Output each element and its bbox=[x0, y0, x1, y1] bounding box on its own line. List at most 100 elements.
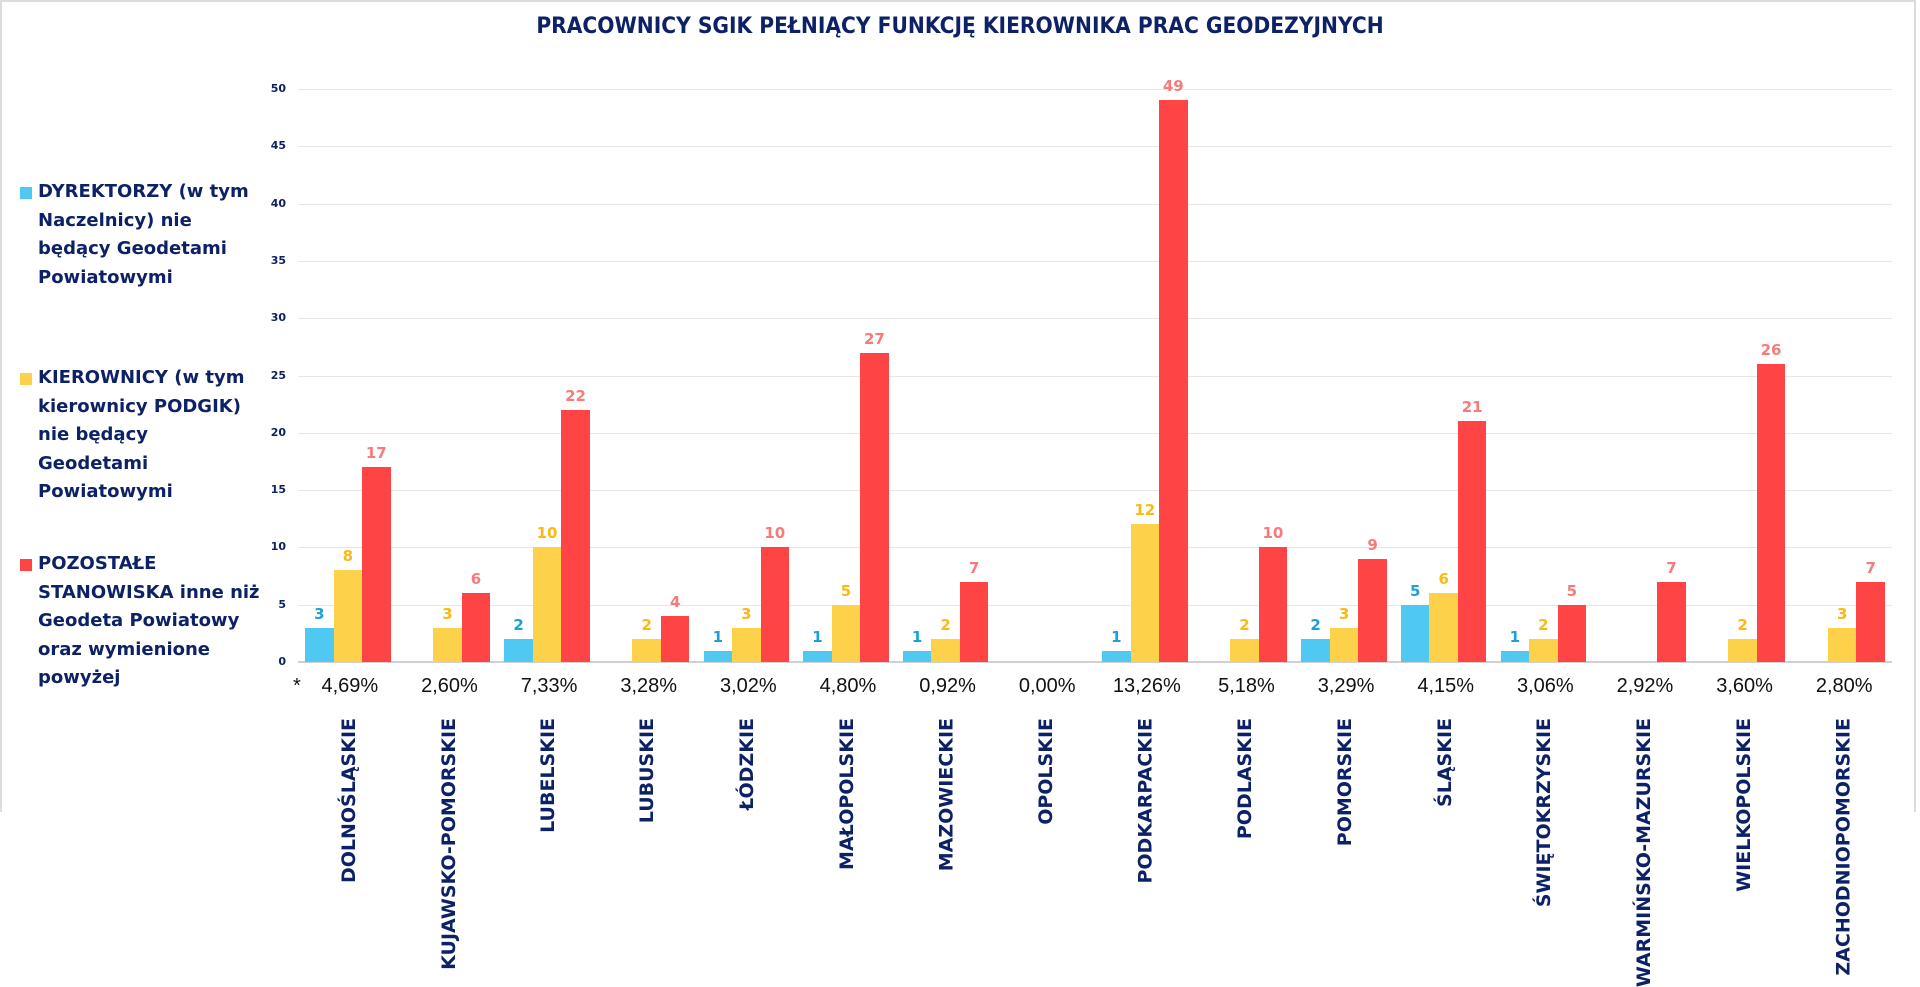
data-label-pozostale: 49 bbox=[1162, 77, 1184, 96]
bar-kierownicy bbox=[732, 627, 761, 662]
legend-swatch-yellow bbox=[20, 373, 32, 385]
bar-pozostale bbox=[959, 581, 989, 662]
data-label-kierownicy: 8 bbox=[342, 547, 354, 566]
chart-title: PRACOWNICY SGIK PEŁNIĄCY FUNKCJĘ KIEROWN… bbox=[536, 14, 1384, 39]
percentage-label: 2,92% bbox=[1616, 675, 1674, 697]
bar-dyrektorzy bbox=[1102, 650, 1131, 662]
bar-kierownicy bbox=[333, 570, 363, 662]
percentage-label: 3,02% bbox=[719, 675, 777, 697]
y-tick-label: 0 bbox=[278, 655, 286, 668]
percentage-label: 13,26% bbox=[1112, 675, 1181, 697]
bar-kierownicy bbox=[1429, 593, 1458, 662]
bar-pozostale bbox=[860, 352, 889, 662]
bar-pozostale bbox=[362, 467, 391, 662]
percentage-label: 7,33% bbox=[520, 675, 578, 697]
bar-pozostale bbox=[561, 409, 590, 662]
bar-dyrektorzy bbox=[902, 650, 932, 662]
gridline bbox=[298, 490, 1892, 491]
region-name: MAZOWIECKIE bbox=[935, 718, 958, 872]
data-label-kierownicy: 5 bbox=[840, 581, 852, 600]
percentage-label: 0,00% bbox=[1018, 675, 1076, 697]
y-tick-label: 35 bbox=[270, 253, 286, 267]
percentage-label: 2,60% bbox=[421, 675, 478, 697]
y-tick-label: 45 bbox=[270, 139, 286, 153]
region-name: POMORSKIE bbox=[1334, 718, 1357, 847]
bar-kierownicy bbox=[1827, 627, 1857, 662]
data-label-kierownicy: 3 bbox=[1836, 604, 1848, 623]
bar-dyrektorzy bbox=[803, 650, 832, 662]
percentage-label: 4,80% bbox=[819, 675, 877, 697]
data-label-dyrektorzy: 2 bbox=[1310, 616, 1321, 635]
region-name: PODLASKIE bbox=[1234, 718, 1257, 840]
data-label-kierownicy: 2 bbox=[1737, 616, 1748, 635]
data-label-dyrektorzy: 1 bbox=[1509, 627, 1521, 646]
bar-pozostale bbox=[461, 593, 491, 662]
percentage-label: 3,60% bbox=[1716, 675, 1773, 697]
data-label-dyrektorzy: 5 bbox=[1409, 581, 1421, 600]
region-name: LUBUSKIE bbox=[636, 718, 659, 824]
bar-kierownicy bbox=[433, 627, 462, 662]
bar-dyrektorzy bbox=[504, 639, 533, 662]
region-name: OPOLSKIE bbox=[1035, 718, 1058, 825]
region-name: ŁÓDZKIE bbox=[736, 718, 759, 810]
bar-kierownicy bbox=[1329, 627, 1359, 662]
percentage-label: 3,28% bbox=[620, 675, 678, 697]
bar-pozostale bbox=[1657, 581, 1686, 662]
bar-pozostale bbox=[760, 547, 790, 662]
bar-pozostale bbox=[1756, 364, 1786, 662]
data-label-pozostale: 6 bbox=[470, 570, 482, 589]
bar-dyrektorzy bbox=[1301, 639, 1330, 662]
bar-kierownicy bbox=[632, 639, 661, 662]
bar-pozostale bbox=[1258, 547, 1288, 662]
data-label-pozostale: 10 bbox=[1262, 524, 1284, 543]
legend-label: DYREKTORZY (w tym Naczelnicy) nie będący… bbox=[38, 181, 249, 288]
region-name: WARMIŃSKO-MAZURSKIE bbox=[1632, 718, 1655, 987]
gridline bbox=[298, 204, 1892, 205]
data-label-kierownicy: 2 bbox=[1538, 616, 1549, 635]
region-name: ŚWIĘTOKRZYSKIE bbox=[1533, 718, 1556, 908]
data-label-dyrektorzy: 1 bbox=[911, 627, 923, 646]
data-label-pozostale: 7 bbox=[1865, 558, 1876, 577]
percentage-label: 5,18% bbox=[1218, 675, 1275, 697]
y-tick-label: 40 bbox=[270, 196, 286, 210]
percentage-label: 3,29% bbox=[1317, 675, 1375, 697]
bar-pozostale bbox=[660, 616, 690, 662]
bar-kierownicy bbox=[532, 547, 562, 662]
bar-pozostale bbox=[1557, 604, 1587, 662]
data-label-pozostale: 4 bbox=[669, 593, 681, 612]
data-label-kierownicy: 3 bbox=[442, 604, 453, 623]
data-label-kierownicy: 3 bbox=[741, 604, 752, 623]
data-label-kierownicy: 10 bbox=[536, 524, 558, 543]
gridline bbox=[298, 318, 1892, 319]
data-label-kierownicy: 3 bbox=[1338, 604, 1350, 623]
data-label-pozostale: 27 bbox=[864, 329, 885, 348]
percentage-label: 0,92% bbox=[919, 675, 976, 697]
legend-swatch-blue bbox=[20, 187, 32, 199]
data-label-pozostale: 17 bbox=[365, 444, 387, 463]
region-name: PODKARPACKIE bbox=[1134, 718, 1157, 884]
gridline bbox=[298, 89, 1892, 90]
x-axis-line bbox=[298, 661, 1892, 663]
y-tick-label: 30 bbox=[270, 311, 286, 325]
bar-pozostale bbox=[1457, 421, 1487, 662]
gridline bbox=[298, 605, 1892, 606]
data-label-kierownicy: 2 bbox=[940, 616, 951, 635]
y-tick-label: 20 bbox=[270, 425, 286, 439]
y-tick-label: 15 bbox=[270, 483, 286, 497]
bar-dyrektorzy bbox=[1500, 650, 1530, 662]
region-name: LUBELSKIE bbox=[537, 718, 560, 833]
gridline bbox=[298, 547, 1892, 548]
gridline bbox=[298, 376, 1892, 377]
gridline bbox=[298, 146, 1892, 147]
bar-kierownicy bbox=[1130, 524, 1160, 662]
gridline bbox=[298, 261, 1892, 262]
bar-dyrektorzy bbox=[305, 627, 334, 662]
percentage-label: 4,69% bbox=[321, 675, 379, 697]
bar-pozostale bbox=[1159, 100, 1188, 662]
bar-pozostale bbox=[1358, 558, 1387, 662]
data-label-pozostale: 26 bbox=[1760, 341, 1782, 360]
percentage-label: 4,15% bbox=[1417, 675, 1475, 697]
y-tick-label: 50 bbox=[270, 82, 286, 95]
data-label-dyrektorzy: 1 bbox=[812, 627, 823, 646]
data-label-dyrektorzy: 2 bbox=[513, 616, 524, 635]
